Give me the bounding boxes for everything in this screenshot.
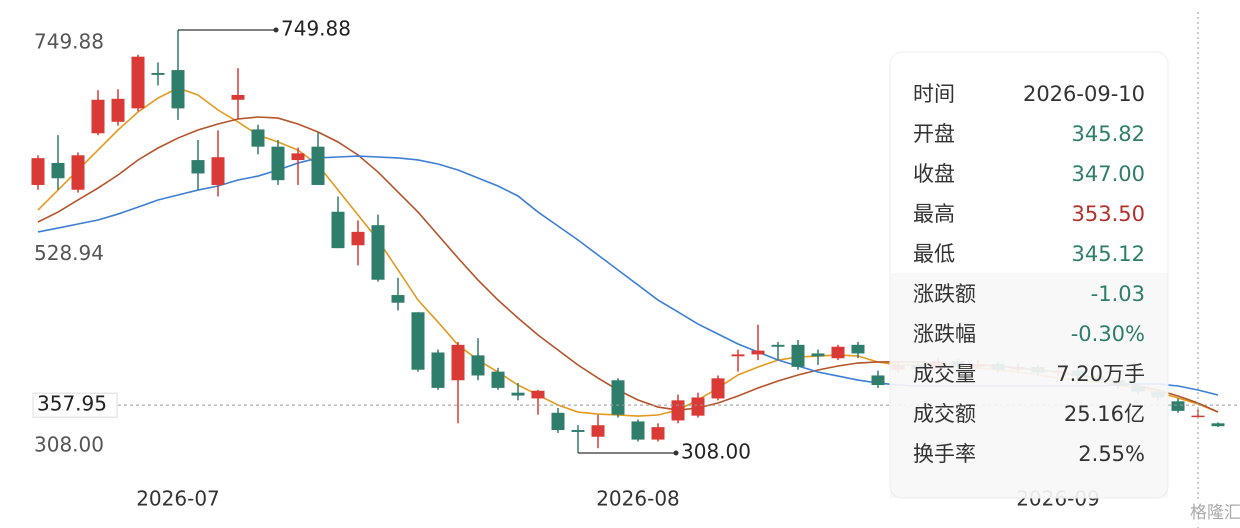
candle-body [371,225,385,280]
candle-body [531,390,545,399]
candle-body [271,146,285,181]
candle-body [611,380,625,415]
tooltip-value: 345.12 [1072,242,1145,266]
candle-body [431,352,445,388]
tooltip-label: 开盘 [913,122,955,146]
candle-body [391,295,405,303]
tooltip-value: 7.20万手 [1056,362,1145,386]
x-tick-label: 2026-07 [136,487,220,511]
candle-body [331,211,345,249]
tooltip-value: -1.03 [1091,282,1145,306]
candle-body [171,70,185,109]
candle-body [691,397,705,416]
tooltip-label: 涨跌幅 [913,322,976,346]
candle-body [291,153,305,161]
y-tick-label: 749.88 [34,30,104,54]
candle-body [151,72,165,75]
candle-body [491,371,505,388]
candle-body [1191,415,1205,418]
candle-body [91,99,105,134]
candle-body [71,155,85,190]
candle-body [131,56,145,109]
min-label: 308.00 [681,440,751,464]
candle-body [631,421,645,440]
candle-body [351,231,365,246]
candle-body [411,312,425,370]
candle-body [651,427,665,440]
candle-body [591,425,605,437]
crosshair-label-box [32,392,118,418]
candle-body [1171,401,1185,411]
tooltip-label: 收盘 [913,162,955,186]
tooltip-label: 最低 [913,242,955,266]
candle-body [851,344,865,354]
tooltip-label: 最高 [913,202,955,226]
tooltip-value: 2026-09-10 [1023,82,1145,106]
tooltip-label: 成交量 [913,362,976,386]
x-tick-label: 2026-08 [596,487,680,511]
candle-body [711,378,725,399]
tooltip-value: 2.55% [1078,442,1145,466]
tooltip-lower [890,273,1168,498]
y-tick-label: 528.94 [34,241,104,265]
candle-body [751,350,765,355]
candle-body [551,412,565,431]
candle-body [771,344,785,347]
candle-body [311,146,325,185]
tooltip-label: 涨跌额 [913,282,976,306]
watermark: 格隆汇 [1190,503,1240,523]
candle-body [731,354,745,357]
tooltip-value: 353.50 [1072,202,1145,226]
candle-body [51,162,65,179]
tooltip-value: 347.00 [1072,162,1145,186]
max-dot [273,27,279,33]
tooltip-value: -0.30% [1071,322,1145,346]
tooltip-label: 成交额 [913,402,976,426]
candle-body [191,160,205,174]
candle-body [211,157,225,185]
tooltip-value: 345.82 [1072,122,1145,146]
max-label: 749.88 [281,17,351,41]
min-dot [673,450,679,456]
candle-body [511,392,525,396]
candle-body [111,98,125,122]
candle-body [791,344,805,367]
tooltip-label: 时间 [913,82,955,106]
candle-body [31,158,45,185]
tooltip-value: 25.16亿 [1064,402,1145,426]
candle-body [831,346,845,359]
candle-body [571,430,585,432]
crosshair-label: 357.95 [37,392,107,416]
candle-body [1211,423,1225,427]
candle-body [871,375,885,386]
y-tick-label: 308.00 [34,433,104,457]
candle-body [671,400,685,421]
candle-body [231,94,245,100]
watermark-box [1168,500,1238,526]
tooltip-label: 换手率 [913,442,976,466]
tooltip-panel [889,51,1169,499]
candle-body [811,353,825,357]
candle-body [451,344,465,381]
candle-body [251,129,265,147]
candle-body [471,355,485,376]
overlay: 357.95 时间 2026-09-10 开盘 345.82 收盘 347.00 最高 353.… [32,12,1240,528]
